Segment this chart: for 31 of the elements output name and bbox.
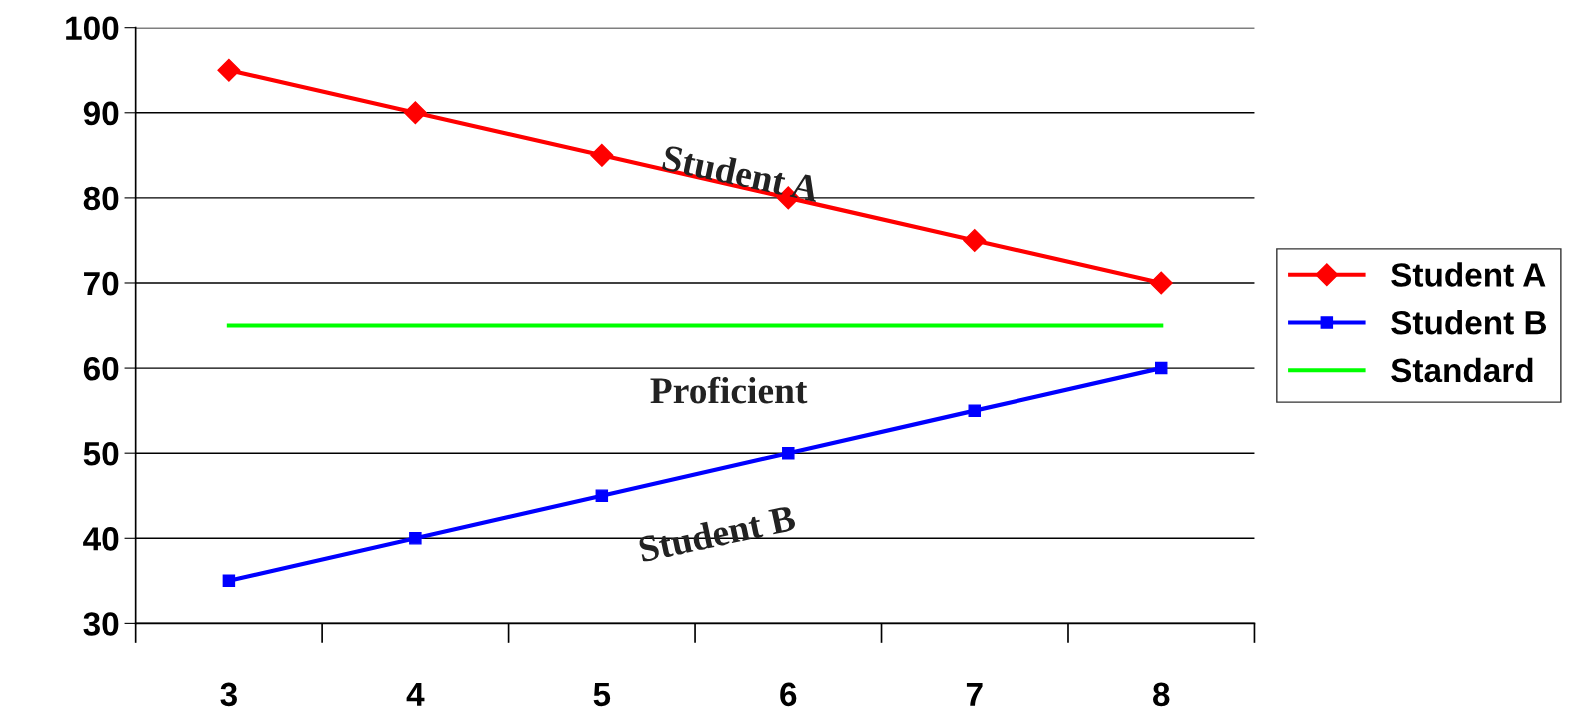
legend-label: Standard [1391,357,1533,383]
point [403,101,427,125]
point [590,143,614,167]
y-tick-label: 80 [83,186,119,211]
y-tick-label: 70 [84,271,119,296]
point [963,228,987,252]
y-tick-label: 100 [66,16,119,41]
x-tick-label: 7 [966,682,983,706]
point [595,489,609,502]
x-tick-label: 4 [406,682,425,706]
annotation: Student A [661,143,822,203]
y-tick-label: 60 [83,356,119,381]
point [1154,361,1168,375]
point [409,532,422,545]
legend-label: Student B [1391,310,1547,335]
x-tick-label: 6 [780,682,797,707]
x-tick-label: 8 [1153,682,1170,707]
annotation: Proficient [650,376,808,404]
y-tick-label: 30 [83,612,119,636]
point [222,574,236,588]
point [217,58,241,82]
point [1149,271,1173,295]
point [782,446,795,460]
x-tick-label: 3 [220,682,237,707]
y-tick-label: 40 [83,527,119,551]
x-tick-label: 5 [593,682,611,707]
annotation: Student B [637,504,797,563]
legend-label: Student A [1391,262,1546,287]
y-tick-label: 50 [83,441,119,466]
point [968,404,982,417]
y-tick-label: 90 [83,101,119,126]
